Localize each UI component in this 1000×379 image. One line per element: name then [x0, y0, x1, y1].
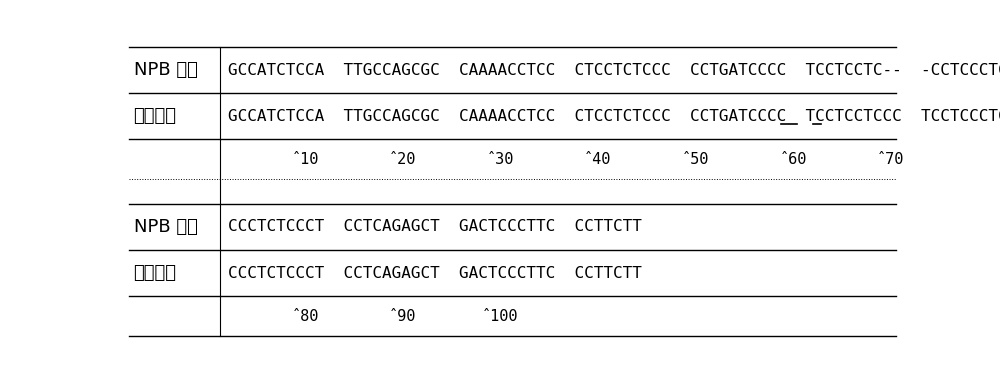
Text: ˆ10: ˆ10 — [292, 152, 319, 167]
Text: 特青序列: 特青序列 — [134, 264, 177, 282]
Text: GCCATCTCCA  TTGCCAGCGC  CAAAACCTCC  CTCCTCTCCC  CCTGATCCCC  TCCTCCTC--  -CCTCCCT: GCCATCTCCA TTGCCAGCGC CAAAACCTCC CTCCTCT… — [228, 63, 1000, 78]
Text: GCCATCTCCA  TTGCCAGCGC  CAAAACCTCC  CTCCTCTCCC  CCTGATCCCC  TCCTCCTCCC  TCCTCCCT: GCCATCTCCA TTGCCAGCGC CAAAACCTCC CTCCTCT… — [228, 109, 1000, 124]
Text: 特青序列: 特青序列 — [134, 107, 177, 125]
Text: ˆ80: ˆ80 — [292, 309, 319, 324]
Text: ˆ100: ˆ100 — [482, 309, 519, 324]
Text: ˆ90: ˆ90 — [389, 309, 417, 324]
Text: ˆ50: ˆ50 — [682, 152, 709, 167]
Text: ˆ40: ˆ40 — [584, 152, 612, 167]
Text: CCCTCTCCCT  CCTCAGAGCT  GACTCCCTTC  CCTTCTT: CCCTCTCCCT CCTCAGAGCT GACTCCCTTC CCTTCTT — [228, 219, 642, 234]
Text: NPB 序列: NPB 序列 — [134, 218, 197, 236]
Text: ˆ60: ˆ60 — [779, 152, 807, 167]
Text: ˆ30: ˆ30 — [487, 152, 514, 167]
Text: ˆ70: ˆ70 — [877, 152, 904, 167]
Text: NPB 序列: NPB 序列 — [134, 61, 197, 79]
Text: CCCTCTCCCT  CCTCAGAGCT  GACTCCCTTC  CCTTCTT: CCCTCTCCCT CCTCAGAGCT GACTCCCTTC CCTTCTT — [228, 266, 642, 280]
Text: ˆ20: ˆ20 — [389, 152, 417, 167]
